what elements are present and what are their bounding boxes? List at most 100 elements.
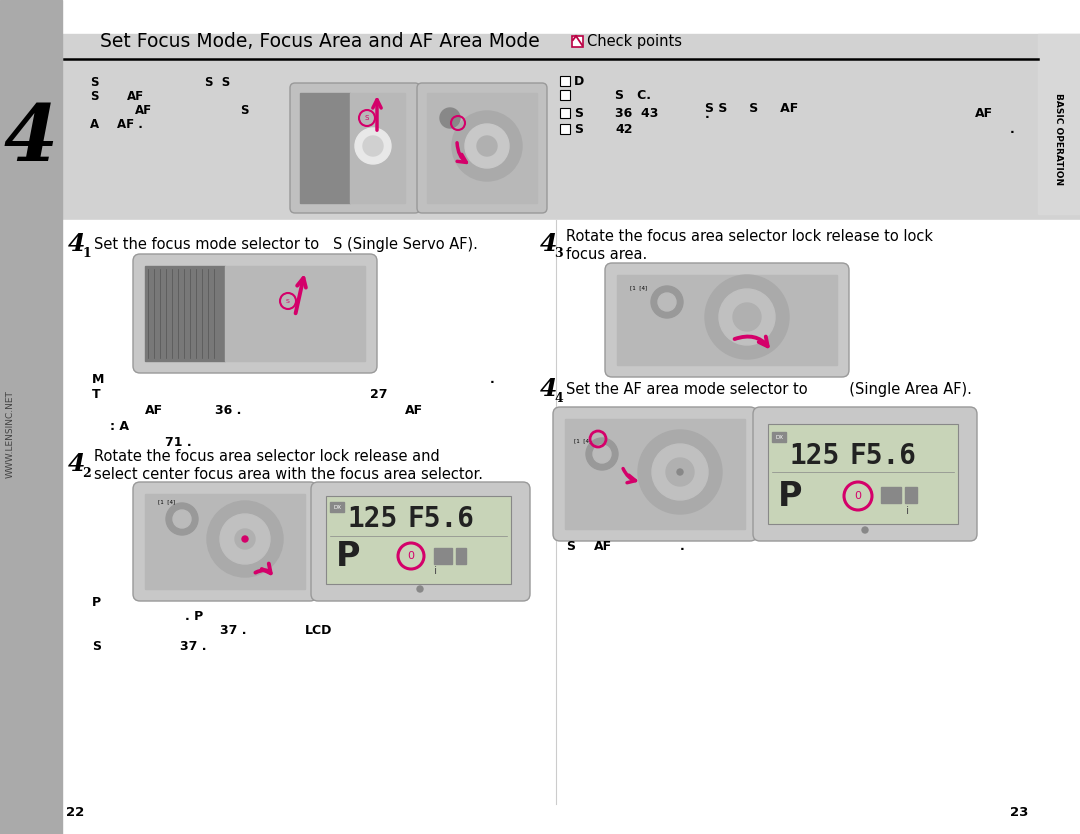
Text: S: S (90, 89, 98, 103)
Bar (456, 548, 465, 564)
Bar (62, 220, 1080, 834)
Text: 4: 4 (68, 232, 85, 256)
Bar (427, 93, 537, 203)
Circle shape (862, 527, 868, 533)
Text: 0: 0 (407, 551, 415, 561)
Bar (145, 494, 305, 589)
Text: LCD: LCD (305, 625, 333, 637)
Circle shape (465, 124, 509, 168)
Text: Check points: Check points (588, 33, 681, 48)
Text: WWW.LENSINC.NET: WWW.LENSINC.NET (5, 390, 14, 478)
Text: Set the focus mode selector to   S (Single Servo AF).: Set the focus mode selector to S (Single… (94, 237, 477, 252)
Text: 36  43: 36 43 (615, 107, 659, 119)
Text: AF: AF (975, 107, 994, 119)
Circle shape (666, 458, 694, 486)
Text: 4: 4 (4, 101, 58, 178)
Circle shape (235, 529, 255, 549)
Text: S: S (240, 103, 248, 117)
Text: 1: 1 (82, 247, 91, 259)
Bar (772, 432, 786, 442)
FancyBboxPatch shape (133, 482, 318, 601)
Text: .: . (705, 108, 710, 120)
Text: 125: 125 (789, 442, 840, 470)
Text: S  S: S S (205, 76, 230, 88)
Text: i: i (434, 566, 437, 576)
Text: 4: 4 (540, 232, 557, 256)
Circle shape (173, 510, 191, 528)
Text: 4: 4 (68, 452, 85, 476)
Text: i: i (906, 506, 909, 516)
Circle shape (207, 501, 283, 577)
Text: S: S (566, 540, 575, 552)
Circle shape (586, 438, 618, 470)
Text: F5.6: F5.6 (850, 442, 917, 470)
Text: P: P (336, 540, 361, 572)
Circle shape (705, 275, 789, 359)
Text: DX: DX (775, 435, 783, 440)
Bar (300, 93, 350, 203)
Text: Set Focus Mode, Focus Area and AF Area Mode: Set Focus Mode, Focus Area and AF Area M… (100, 32, 540, 51)
Bar (350, 93, 405, 203)
Text: S: S (90, 76, 98, 88)
Bar (561, 108, 570, 118)
Bar (881, 487, 901, 503)
Circle shape (363, 136, 383, 156)
Text: .: . (1010, 123, 1015, 135)
Bar (0, 0, 62, 834)
Text: 4: 4 (540, 377, 557, 401)
Text: AF .: AF . (117, 118, 143, 130)
Text: S: S (286, 299, 289, 304)
Circle shape (355, 128, 391, 164)
Text: AF: AF (135, 103, 152, 117)
Circle shape (719, 289, 775, 345)
Bar (225, 266, 365, 361)
FancyBboxPatch shape (605, 263, 849, 377)
FancyBboxPatch shape (553, 407, 757, 541)
Text: AF: AF (145, 404, 163, 416)
Circle shape (242, 536, 248, 542)
Text: A: A (90, 118, 99, 130)
FancyBboxPatch shape (291, 83, 420, 213)
Text: M: M (92, 373, 105, 385)
Text: 23: 23 (1010, 806, 1028, 818)
Text: 71 .: 71 . (165, 435, 191, 449)
FancyBboxPatch shape (417, 83, 546, 213)
Text: 27: 27 (370, 388, 388, 400)
Text: 2: 2 (82, 466, 91, 480)
Text: Set the AF area mode selector to         (Single Area AF).: Set the AF area mode selector to (Single… (566, 381, 972, 396)
Text: F5.6: F5.6 (408, 505, 475, 533)
Text: 36 .: 36 . (215, 404, 241, 416)
FancyBboxPatch shape (133, 254, 377, 373)
Circle shape (651, 286, 683, 318)
Text: Rotate the focus area selector lock release to lock: Rotate the focus area selector lock rele… (566, 229, 933, 244)
Text: D: D (573, 74, 584, 88)
Text: 125: 125 (348, 505, 399, 533)
Bar (768, 424, 958, 524)
Bar (0, 0, 1080, 34)
Bar (561, 76, 570, 86)
Circle shape (677, 469, 683, 475)
Circle shape (638, 430, 723, 514)
Circle shape (166, 503, 198, 535)
Text: P: P (778, 480, 802, 513)
Text: 4: 4 (554, 391, 563, 404)
Circle shape (477, 136, 497, 156)
Text: 3: 3 (554, 247, 563, 259)
Circle shape (453, 111, 522, 181)
Text: S: S (365, 115, 369, 121)
Bar (434, 548, 453, 564)
Bar (1038, 34, 1080, 214)
Bar (145, 266, 225, 361)
Text: AF: AF (127, 89, 144, 103)
Text: DX: DX (333, 505, 341, 510)
Bar (561, 124, 570, 134)
Circle shape (220, 514, 270, 564)
Text: 37 .: 37 . (180, 640, 206, 652)
Circle shape (593, 445, 611, 463)
Bar (565, 419, 745, 529)
Text: S: S (92, 640, 102, 652)
Text: 37 .: 37 . (220, 625, 246, 637)
Circle shape (733, 303, 761, 331)
Text: S: S (573, 123, 583, 135)
Text: Rotate the focus area selector lock release and: Rotate the focus area selector lock rele… (94, 449, 440, 464)
